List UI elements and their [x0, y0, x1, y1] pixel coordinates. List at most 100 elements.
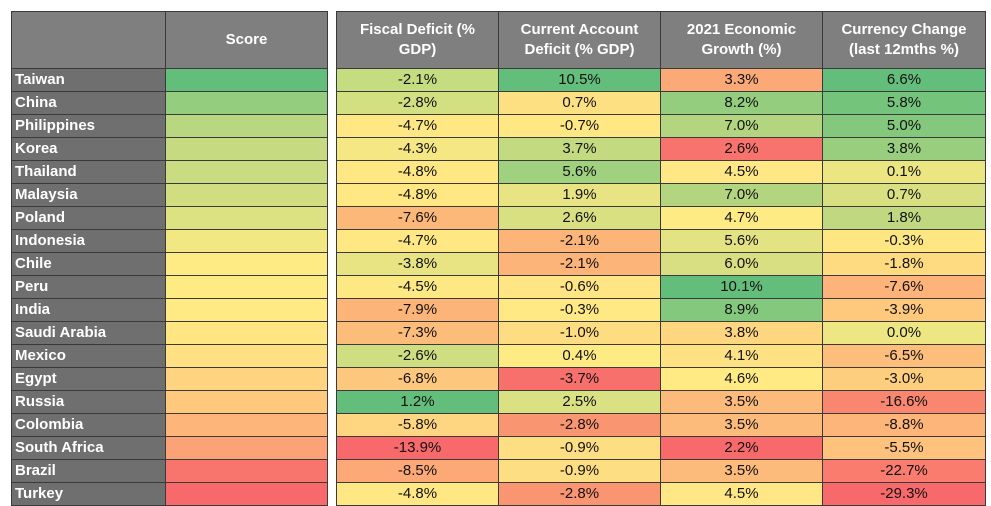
table-row: -2.6% 0.4% 4.1% -6.5%: [336, 344, 986, 368]
table-row: -2.1% 10.5% 3.3% 6.6%: [336, 68, 986, 92]
country-cell: China: [11, 91, 166, 115]
current-account-cell: 5.6%: [498, 160, 661, 184]
current-account-cell: -0.7%: [498, 114, 661, 138]
table-row: South Africa: [11, 436, 328, 460]
country-cell: Malaysia: [11, 183, 166, 207]
currency-change-cell: -16.6%: [822, 390, 986, 414]
country-cell: Turkey: [11, 482, 166, 506]
fiscal-deficit-cell: -13.9%: [336, 436, 499, 460]
current-account-cell: -0.6%: [498, 275, 661, 299]
score-cell: [165, 413, 328, 437]
table-row: -7.3% -1.0% 3.8% 0.0%: [336, 321, 986, 345]
currency-change-cell: 0.0%: [822, 321, 986, 345]
score-cell: [165, 114, 328, 138]
economic-growth-cell: 7.0%: [660, 114, 823, 138]
score-cell: [165, 252, 328, 276]
economic-growth-cell: 4.7%: [660, 206, 823, 230]
economic-growth-cell: 8.9%: [660, 298, 823, 322]
fiscal-deficit-cell: -7.9%: [336, 298, 499, 322]
table-row: -4.8% -2.8% 4.5% -29.3%: [336, 482, 986, 506]
table-row: Peru: [11, 275, 328, 299]
economic-growth-cell: 2.2%: [660, 436, 823, 460]
economic-growth-cell: 10.1%: [660, 275, 823, 299]
metrics-table: Fiscal Deficit (% GDP) Current Account D…: [336, 11, 986, 506]
table-row: -4.8% 1.9% 7.0% 0.7%: [336, 183, 986, 207]
country-cell: Saudi Arabia: [11, 321, 166, 345]
economic-growth-cell: 3.5%: [660, 413, 823, 437]
current-account-cell: -2.1%: [498, 229, 661, 253]
country-cell: Mexico: [11, 344, 166, 368]
fiscal-deficit-cell: -4.8%: [336, 183, 499, 207]
table-row: -4.8% 5.6% 4.5% 0.1%: [336, 160, 986, 184]
score-cell: [165, 390, 328, 414]
header-row: Score: [11, 11, 328, 69]
fiscal-deficit-cell: -2.8%: [336, 91, 499, 115]
table-row: Chile: [11, 252, 328, 276]
table-row: -4.7% -2.1% 5.6% -0.3%: [336, 229, 986, 253]
current-account-cell: -0.3%: [498, 298, 661, 322]
economic-growth-cell: 3.5%: [660, 390, 823, 414]
table-row: China: [11, 91, 328, 115]
current-account-header: Current Account Deficit (% GDP): [498, 11, 661, 69]
score-cell: [165, 160, 328, 184]
table-row: Egypt: [11, 367, 328, 391]
fiscal-deficit-cell: -7.3%: [336, 321, 499, 345]
fiscal-deficit-cell: -3.8%: [336, 252, 499, 276]
country-cell: Chile: [11, 252, 166, 276]
country-cell: Peru: [11, 275, 166, 299]
economic-growth-cell: 7.0%: [660, 183, 823, 207]
currency-change-cell: 5.8%: [822, 91, 986, 115]
table-row: Russia: [11, 390, 328, 414]
score-cell: [165, 321, 328, 345]
current-account-cell: 3.7%: [498, 137, 661, 161]
currency-change-cell: -0.3%: [822, 229, 986, 253]
economic-growth-cell: 3.8%: [660, 321, 823, 345]
fiscal-deficit-cell: -4.8%: [336, 160, 499, 184]
fiscal-deficit-cell: -2.1%: [336, 68, 499, 92]
score-cell: [165, 68, 328, 92]
score-cell: [165, 137, 328, 161]
currency-change-cell: -6.5%: [822, 344, 986, 368]
country-cell: Colombia: [11, 413, 166, 437]
country-cell: Poland: [11, 206, 166, 230]
table-row: -4.3% 3.7% 2.6% 3.8%: [336, 137, 986, 161]
country-cell: India: [11, 298, 166, 322]
table-row: -4.5% -0.6% 10.1% -7.6%: [336, 275, 986, 299]
current-account-cell: -0.9%: [498, 436, 661, 460]
table-row: Thailand: [11, 160, 328, 184]
fiscal-deficit-header: Fiscal Deficit (% GDP): [336, 11, 499, 69]
score-cell: [165, 482, 328, 506]
header-row: Fiscal Deficit (% GDP) Current Account D…: [336, 11, 986, 69]
fiscal-deficit-cell: -8.5%: [336, 459, 499, 483]
economic-growth-cell: 4.5%: [660, 160, 823, 184]
fiscal-deficit-cell: 1.2%: [336, 390, 499, 414]
score-cell: [165, 183, 328, 207]
current-account-cell: 0.7%: [498, 91, 661, 115]
table-row: Colombia: [11, 413, 328, 437]
currency-change-cell: 0.7%: [822, 183, 986, 207]
economic-growth-cell: 5.6%: [660, 229, 823, 253]
current-account-cell: 2.6%: [498, 206, 661, 230]
currency-change-cell: 3.8%: [822, 137, 986, 161]
fiscal-deficit-cell: -4.5%: [336, 275, 499, 299]
score-cell: [165, 229, 328, 253]
fiscal-deficit-cell: -7.6%: [336, 206, 499, 230]
country-cell: Taiwan: [11, 68, 166, 92]
table-row: -8.5% -0.9% 3.5% -22.7%: [336, 459, 986, 483]
fiscal-deficit-cell: -6.8%: [336, 367, 499, 391]
currency-change-cell: -1.8%: [822, 252, 986, 276]
currency-change-cell: 0.1%: [822, 160, 986, 184]
currency-change-cell: -29.3%: [822, 482, 986, 506]
economic-growth-cell: 4.5%: [660, 482, 823, 506]
table-row: India: [11, 298, 328, 322]
table-row: Mexico: [11, 344, 328, 368]
fiscal-deficit-cell: -4.7%: [336, 114, 499, 138]
economic-growth-header: 2021 Economic Growth (%): [660, 11, 823, 69]
currency-change-cell: -8.8%: [822, 413, 986, 437]
score-cell: [165, 367, 328, 391]
country-cell: Egypt: [11, 367, 166, 391]
fiscal-deficit-cell: -4.7%: [336, 229, 499, 253]
table-row: -7.9% -0.3% 8.9% -3.9%: [336, 298, 986, 322]
table-row: 1.2% 2.5% 3.5% -16.6%: [336, 390, 986, 414]
country-cell: Brazil: [11, 459, 166, 483]
